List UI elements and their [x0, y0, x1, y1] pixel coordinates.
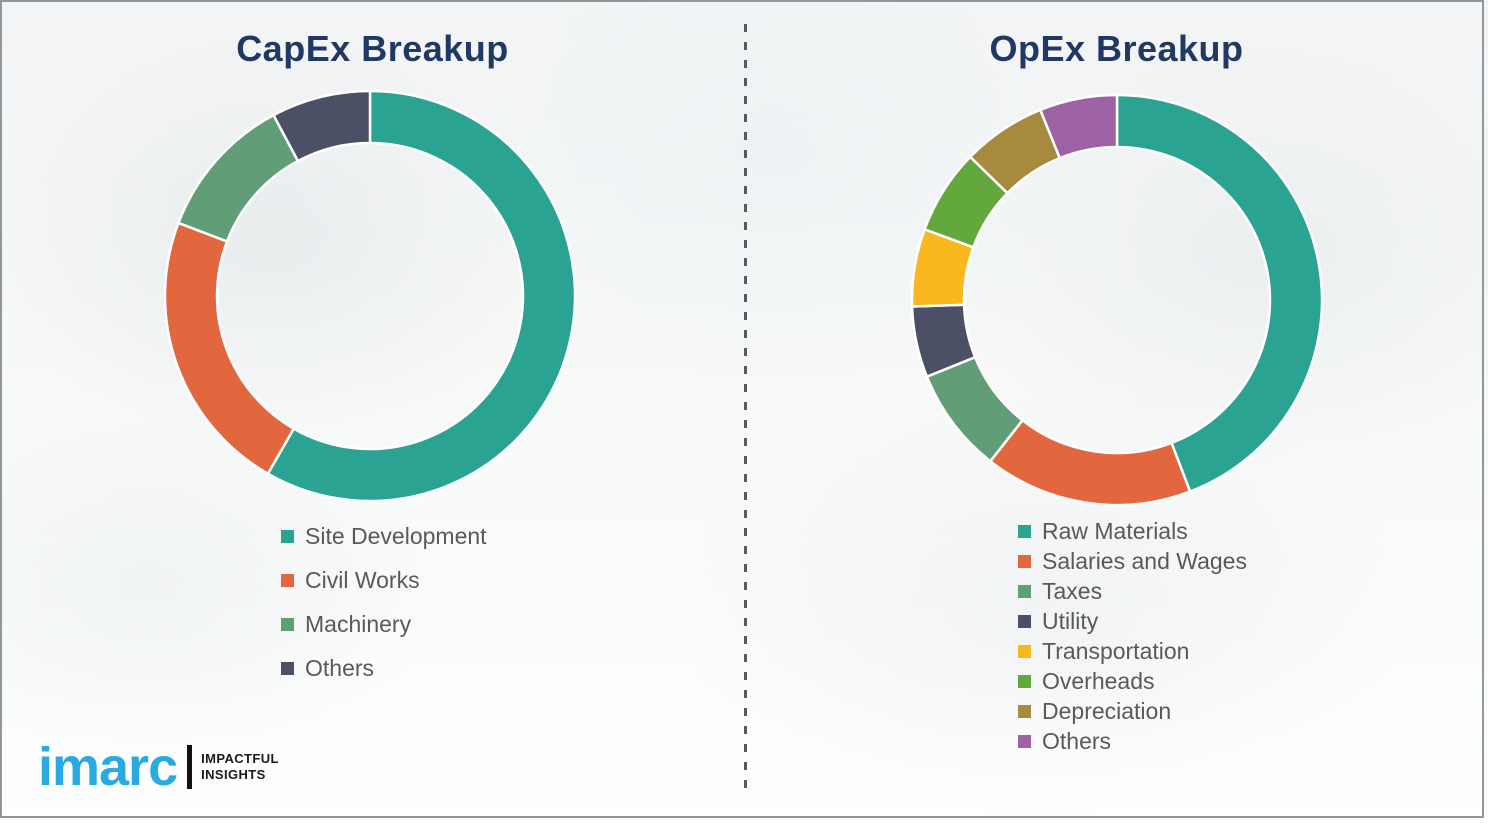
legend-label: Machinery — [305, 610, 412, 637]
legend-swatch-icon — [1018, 734, 1031, 748]
legend-item: Taxes — [1018, 576, 1247, 606]
legend-swatch-icon — [1018, 584, 1031, 598]
logo-tagline-line2: INSIGHTS — [201, 767, 266, 782]
legend-item: Overheads — [1018, 666, 1247, 696]
legend-swatch-icon — [281, 661, 294, 675]
legend-item: Raw Materials — [1018, 516, 1247, 546]
legend-item: Others — [1018, 726, 1247, 756]
capex-title: CapEx Breakup — [236, 28, 509, 69]
logo-divider-bar — [187, 745, 193, 789]
donut-segment-raw-materials — [1115, 93, 1324, 493]
legend-label: Site Development — [305, 522, 487, 549]
legend-label: Salaries and Wages — [1042, 547, 1247, 574]
legend-item: Utility — [1018, 606, 1247, 636]
legend-swatch-icon — [1018, 704, 1031, 718]
imarc-logo-wordmark: imarc — [38, 737, 178, 797]
donut-segment-salaries-and-wages — [989, 419, 1192, 507]
legend-label: Depreciation — [1042, 697, 1172, 724]
legend-label: Raw Materials — [1042, 517, 1188, 544]
legend-label: Utility — [1042, 607, 1099, 634]
legend-item: Site Development — [281, 514, 487, 558]
legend-label: Others — [1042, 727, 1112, 754]
legend-label: Overheads — [1042, 667, 1155, 694]
legend-item: Salaries and Wages — [1018, 546, 1247, 576]
legend-item: Machinery — [281, 602, 487, 646]
legend-swatch-icon — [281, 529, 294, 543]
opex-legend: Raw Materials Salaries and Wages Taxes Util… — [1018, 516, 1247, 756]
legend-swatch-icon — [1018, 674, 1031, 688]
logo-tagline: IMPACTFUL INSIGHTS — [201, 751, 279, 784]
legend-item: Transportation — [1018, 636, 1247, 666]
legend-swatch-icon — [1018, 554, 1031, 568]
logo-tagline-line1: IMPACTFUL — [201, 750, 279, 766]
legend-swatch-icon — [1018, 524, 1031, 538]
legend-swatch-icon — [281, 573, 294, 587]
legend-item: Others — [281, 646, 487, 690]
imarc-logo: imarc IMPACTFUL INSIGHTS — [38, 740, 279, 794]
opex-title: OpEx Breakup — [989, 28, 1244, 69]
legend-label: Others — [305, 654, 375, 681]
donut-segment-site-development — [266, 89, 577, 503]
capex-legend: Site Development Civil Works Machinery Othe… — [281, 514, 487, 690]
outer-frame — [0, 0, 1484, 818]
donut-segment-civil-works — [163, 221, 296, 475]
legend-item: Depreciation — [1018, 696, 1247, 726]
legend-swatch-icon — [1018, 614, 1031, 628]
legend-swatch-icon — [281, 617, 294, 631]
donut-segment-others — [272, 89, 372, 163]
legend-label: Civil Works — [305, 566, 420, 593]
opex-donut-chart — [910, 93, 1324, 507]
center-dashed-divider — [744, 24, 747, 790]
capex-donut-chart — [163, 89, 577, 503]
legend-label: Taxes — [1042, 577, 1103, 604]
legend-label: Transportation — [1042, 637, 1190, 664]
legend-swatch-icon — [1018, 644, 1031, 658]
donut-segment-others — [1039, 93, 1119, 160]
legend-item: Civil Works — [281, 558, 487, 602]
donut-segment-machinery — [177, 113, 300, 243]
